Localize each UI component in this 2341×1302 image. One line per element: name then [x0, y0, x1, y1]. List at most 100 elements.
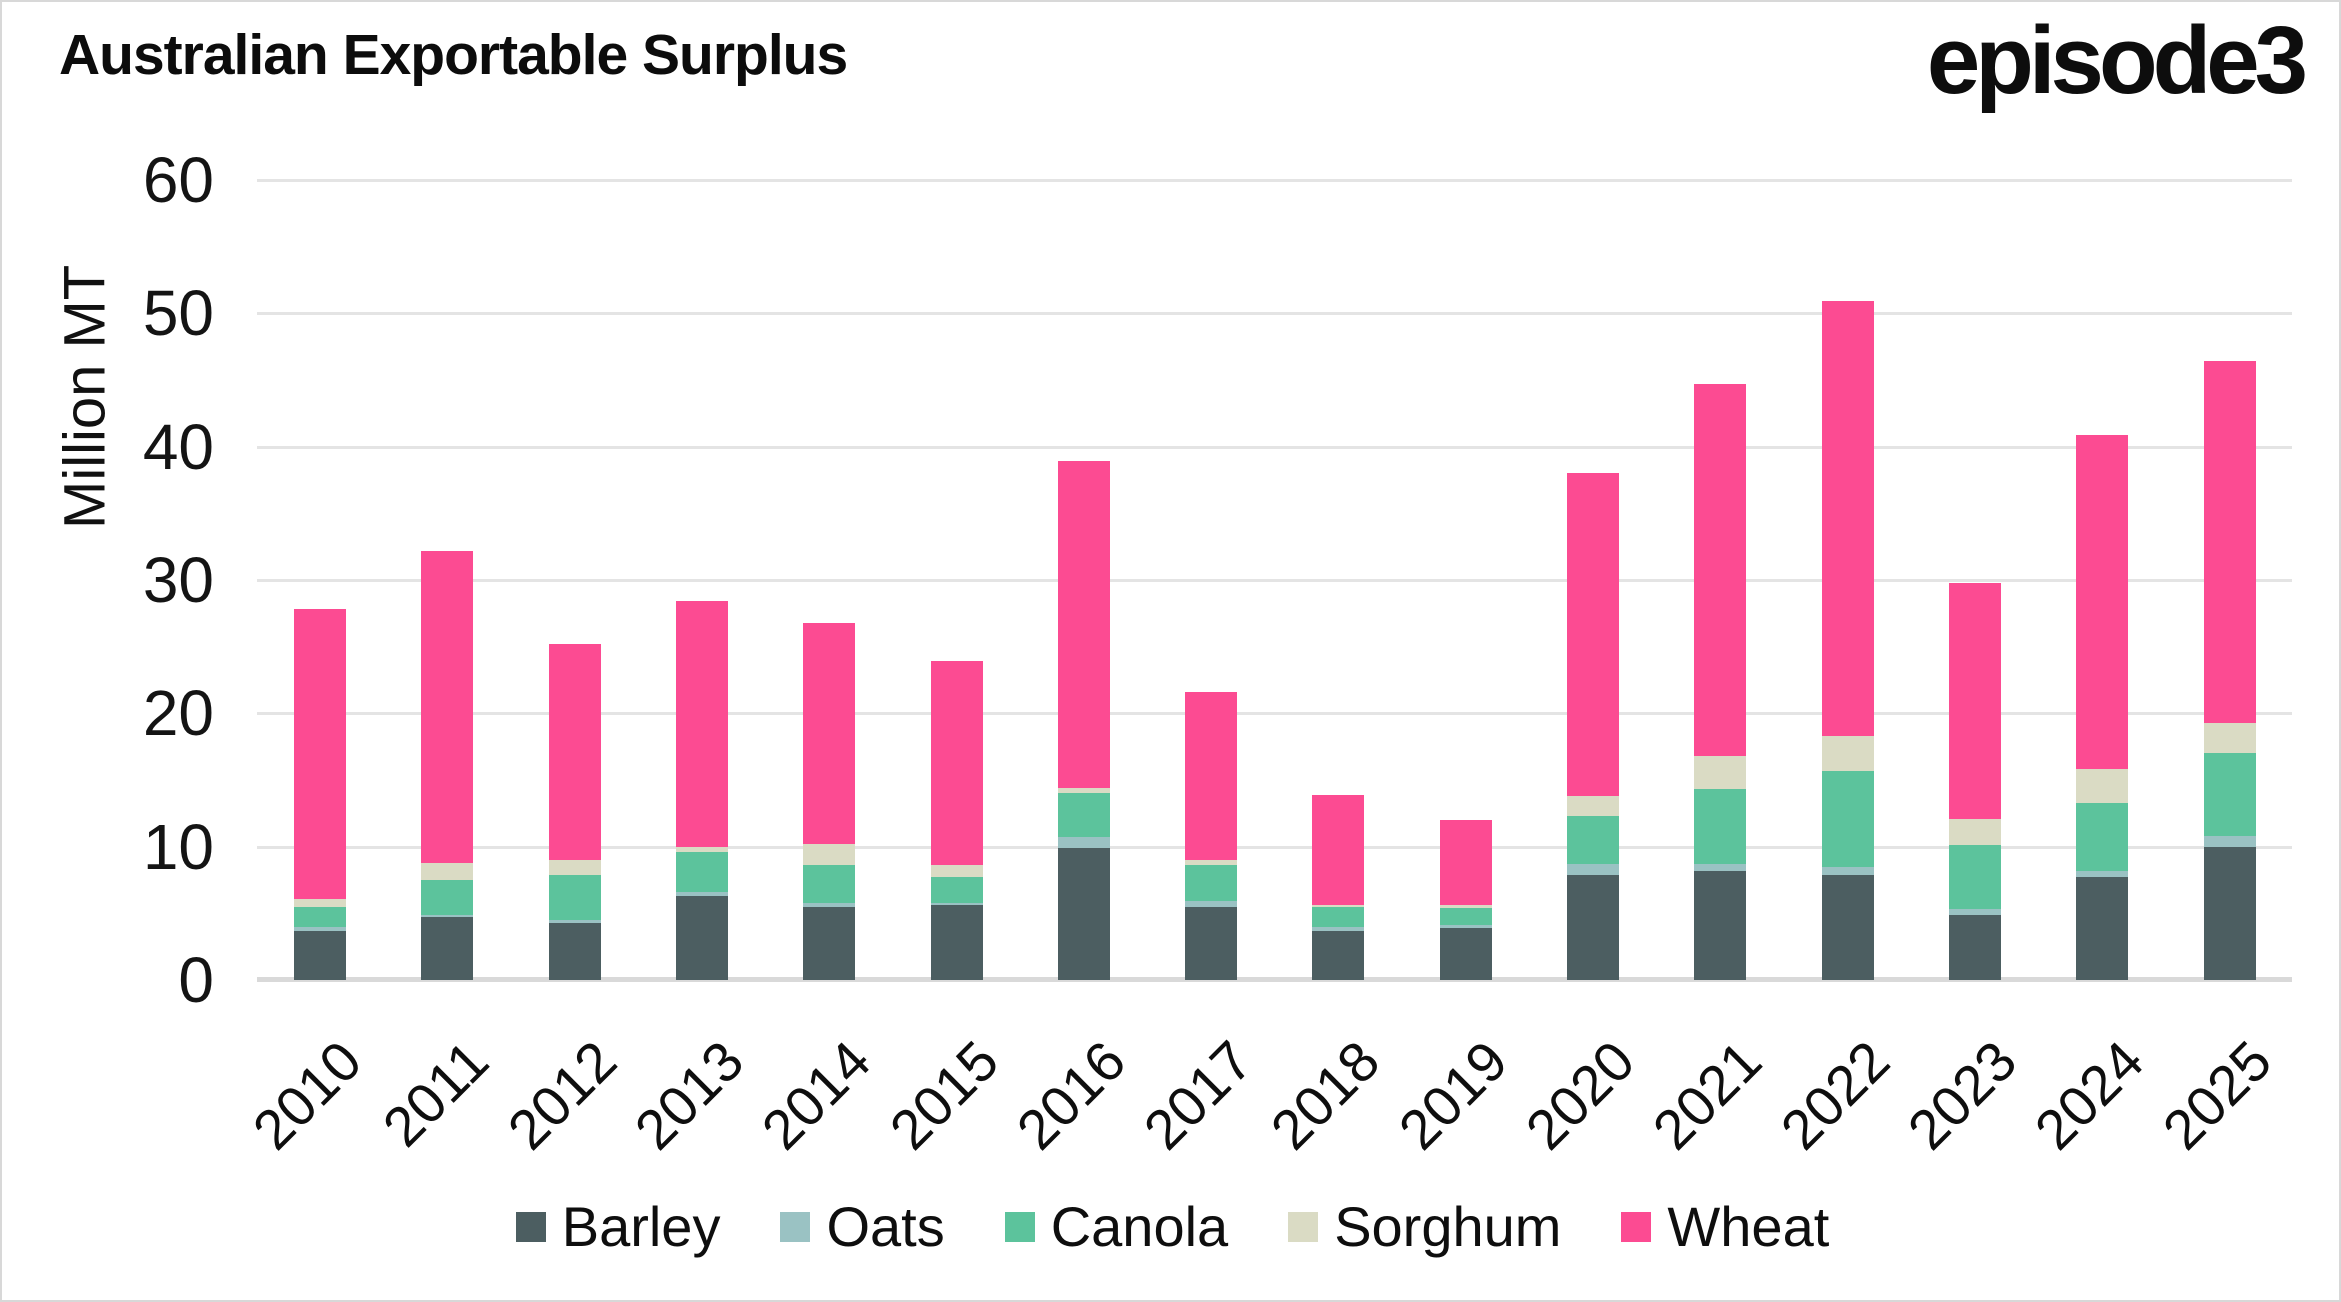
bar-2025-sorghum-segment[interactable]: [2203, 722, 2256, 754]
bar-2024-sorghum-segment[interactable]: [2076, 769, 2129, 803]
x-tick-label-2018: 2018: [1259, 1028, 1392, 1162]
bar-2017-sorghum-segment[interactable]: [1185, 860, 1238, 866]
x-tick-label-2017: 2017: [1131, 1028, 1265, 1162]
bar-2012-wheat-segment[interactable]: [548, 644, 601, 861]
bar-2011-oats-segment[interactable]: [421, 914, 474, 918]
bar-2016-canola-segment[interactable]: [1057, 793, 1110, 838]
bar-2019-sorghum-segment[interactable]: [1439, 905, 1492, 909]
bar-2024-wheat-segment[interactable]: [2076, 434, 2129, 770]
bar-2025-wheat-segment[interactable]: [2203, 361, 2256, 723]
bar-2013-wheat-segment[interactable]: [675, 601, 728, 847]
bar-2021-wheat-segment[interactable]: [1694, 384, 1747, 757]
bar-2012-oats-segment[interactable]: [548, 920, 601, 923]
bar-2011-sorghum-segment[interactable]: [421, 862, 474, 881]
y-tick-label-30: 30: [142, 544, 214, 616]
bar-2017-barley-segment[interactable]: [1185, 906, 1238, 980]
bar-2012-barley-segment[interactable]: [548, 922, 601, 980]
bar-2010-oats-segment[interactable]: [294, 926, 346, 931]
bar-2010-canola-segment[interactable]: [294, 906, 346, 927]
legend-item-wheat[interactable]: Wheat: [1621, 1194, 1829, 1259]
bar-2021-sorghum-segment[interactable]: [1694, 756, 1747, 790]
bar-2011-wheat-segment[interactable]: [421, 550, 474, 863]
x-tick-label-2019: 2019: [1386, 1028, 1519, 1162]
bar-2016-wheat-segment[interactable]: [1057, 461, 1110, 789]
bar-2023-oats-segment[interactable]: [1948, 909, 2001, 915]
bar-2020-canola-segment[interactable]: [1567, 816, 1619, 865]
bar-2017: [1185, 692, 1238, 980]
legend-item-canola[interactable]: Canola: [1004, 1194, 1228, 1259]
bar-2015-barley-segment[interactable]: [930, 905, 983, 980]
bar-2010-sorghum-segment[interactable]: [294, 898, 346, 907]
bar-2018-barley-segment[interactable]: [1312, 930, 1365, 980]
bar-2019-oats-segment[interactable]: [1439, 925, 1492, 928]
bar-2013-oats-segment[interactable]: [675, 892, 728, 896]
bar-2013-sorghum-segment[interactable]: [675, 846, 728, 852]
gridline-20: [257, 712, 2292, 716]
bar-2013-barley-segment[interactable]: [675, 896, 728, 980]
bar-2017-canola-segment[interactable]: [1185, 865, 1238, 902]
x-tick-label-2022: 2022: [1768, 1028, 1901, 1162]
x-tick-label-2010: 2010: [240, 1028, 374, 1162]
bar-2015-wheat-segment[interactable]: [930, 661, 983, 866]
bar-2019-canola-segment[interactable]: [1439, 908, 1492, 926]
legend-label-sorghum: Sorghum: [1334, 1195, 1562, 1258]
bar-2022-barley-segment[interactable]: [1821, 874, 1874, 980]
bar-2024-canola-segment[interactable]: [2076, 802, 2129, 871]
bar-2024-barley-segment[interactable]: [2076, 877, 2129, 980]
bar-2018-canola-segment[interactable]: [1312, 906, 1365, 927]
bar-2017-wheat-segment[interactable]: [1185, 692, 1238, 861]
bar-2016-barley-segment[interactable]: [1057, 848, 1110, 980]
bar-2016-sorghum-segment[interactable]: [1057, 788, 1110, 794]
bar-2020-wheat-segment[interactable]: [1567, 473, 1619, 797]
bar-2023-barley-segment[interactable]: [1948, 914, 2001, 980]
bar-2011-canola-segment[interactable]: [421, 880, 474, 915]
bar-2025-oats-segment[interactable]: [2203, 836, 2256, 847]
x-tick-label-2025: 2025: [2150, 1028, 2283, 1162]
bar-2023-sorghum-segment[interactable]: [1948, 818, 2001, 846]
bar-2019-barley-segment[interactable]: [1439, 928, 1492, 980]
bar-2018-sorghum-segment[interactable]: [1312, 905, 1365, 907]
bar-2022-canola-segment[interactable]: [1821, 770, 1874, 867]
bar-2014-oats-segment[interactable]: [803, 902, 856, 907]
bar-2021-oats-segment[interactable]: [1694, 864, 1747, 871]
y-tick-label-10: 10: [142, 810, 214, 883]
bar-2014-barley-segment[interactable]: [803, 906, 856, 980]
bar-2022-sorghum-segment[interactable]: [1821, 736, 1874, 771]
bar-2010-wheat-segment[interactable]: [294, 609, 346, 899]
bar-2020-sorghum-segment[interactable]: [1567, 796, 1619, 817]
bar-2015-sorghum-segment[interactable]: [930, 865, 983, 878]
bar-2025-canola-segment[interactable]: [2203, 753, 2256, 837]
legend-swatch-oats: [780, 1211, 811, 1242]
bar-2025-barley-segment[interactable]: [2203, 846, 2256, 980]
bar-2022-oats-segment[interactable]: [1821, 866, 1874, 875]
bar-2018-oats-segment[interactable]: [1312, 926, 1365, 931]
bar-2014-canola-segment[interactable]: [803, 865, 856, 903]
bar-2014-wheat-segment[interactable]: [803, 622, 856, 845]
bar-2022-wheat-segment[interactable]: [1821, 301, 1874, 737]
bar-2024-oats-segment[interactable]: [2076, 870, 2129, 878]
x-tick-label-2024: 2024: [2022, 1028, 2156, 1162]
bar-2023-canola-segment[interactable]: [1948, 845, 2001, 910]
bar-2015-oats-segment[interactable]: [930, 902, 983, 906]
bar-2011-barley-segment[interactable]: [421, 917, 474, 980]
legend-item-oats[interactable]: Oats: [780, 1194, 945, 1259]
bar-2020-barley-segment[interactable]: [1567, 874, 1619, 980]
bar-2012-sorghum-segment[interactable]: [548, 860, 601, 875]
bar-2017-oats-segment[interactable]: [1185, 901, 1238, 907]
legend-item-sorghum[interactable]: Sorghum: [1288, 1194, 1561, 1259]
bar-2018-wheat-segment[interactable]: [1312, 794, 1365, 906]
bar-2024: [2076, 434, 2129, 980]
bar-2019-wheat-segment[interactable]: [1439, 820, 1492, 906]
bar-2021-canola-segment[interactable]: [1694, 789, 1747, 865]
bar-2015-canola-segment[interactable]: [930, 877, 983, 903]
bar-2010-barley-segment[interactable]: [294, 930, 346, 980]
bar-2023-wheat-segment[interactable]: [1948, 582, 2001, 819]
bar-2021-barley-segment[interactable]: [1694, 870, 1747, 980]
bar-2016-oats-segment[interactable]: [1057, 837, 1110, 848]
bar-2014-sorghum-segment[interactable]: [803, 844, 856, 866]
gridline-10: [257, 845, 2292, 849]
bar-2012-canola-segment[interactable]: [548, 874, 601, 921]
legend-item-barley[interactable]: Barley: [515, 1194, 720, 1259]
bar-2013-canola-segment[interactable]: [675, 852, 728, 892]
bar-2020-oats-segment[interactable]: [1567, 864, 1619, 875]
